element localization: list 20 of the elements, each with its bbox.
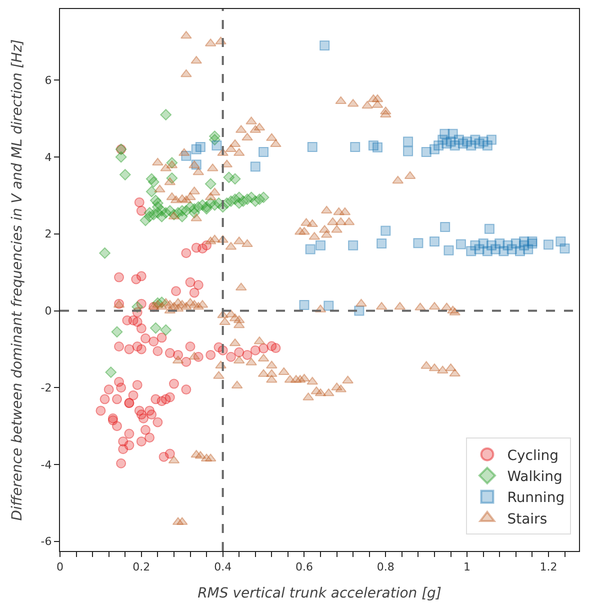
y-tick-label: -4 xyxy=(40,458,52,472)
legend-label: Walking xyxy=(507,469,562,485)
y-axis-title: Difference between dominant frequencies in V and ML direction [Hz] xyxy=(9,39,26,521)
legend-label: Stairs xyxy=(507,511,548,528)
x-tick-label: 0.2 xyxy=(132,560,150,574)
x-tick-label: 0.4 xyxy=(214,560,232,574)
y-tick-label: 4 xyxy=(44,150,52,164)
x-tick-label: 1.2 xyxy=(540,560,558,574)
x-tick-label: 0 xyxy=(56,560,64,574)
y-tick-label: 2 xyxy=(44,228,52,241)
x-axis-title: RMS vertical trunk acceleration [g] xyxy=(198,586,442,602)
legend-label: Cycling xyxy=(507,448,559,464)
legend-label: Running xyxy=(507,490,565,506)
x-tick-label: 0.8 xyxy=(376,560,394,574)
y-tick-label: 6 xyxy=(44,74,52,87)
y-tick-label: -2 xyxy=(40,381,52,394)
y-tick-label: 0 xyxy=(44,304,52,318)
y-tick-label: -6 xyxy=(40,535,52,548)
x-tick-label: 1 xyxy=(464,560,471,574)
x-tick-label: 0.6 xyxy=(295,560,313,574)
